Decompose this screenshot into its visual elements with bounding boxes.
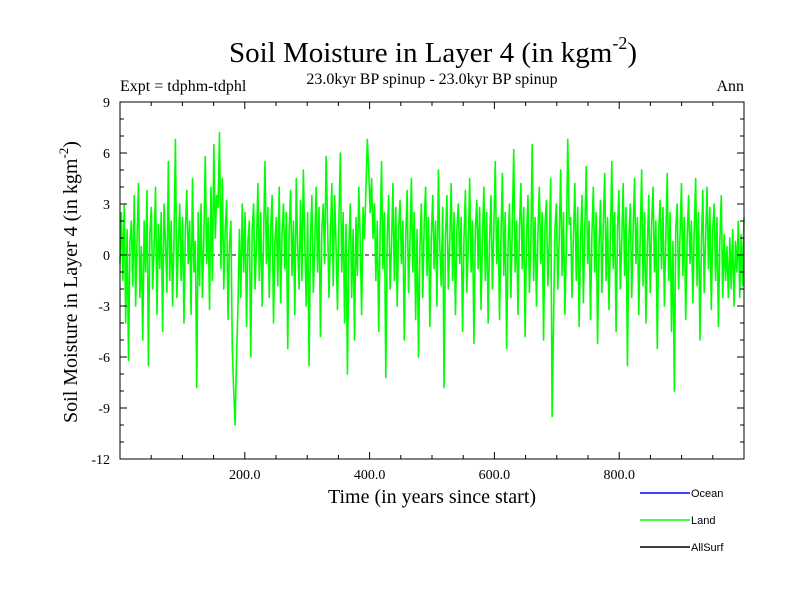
subtitle-right: Ann bbox=[716, 78, 744, 95]
y-tick-label: -6 bbox=[98, 351, 110, 366]
subtitle-left: Expt = tdphm-tdphl bbox=[120, 78, 247, 95]
chart-title: Soil Moisture in Layer 4 (in kgm-2) bbox=[229, 33, 637, 69]
y-axis-label-close: ) bbox=[60, 141, 82, 148]
x-tick-label: 400.0 bbox=[354, 468, 386, 483]
x-tick-label: 200.0 bbox=[229, 468, 261, 483]
y-tick-label: 3 bbox=[103, 198, 110, 213]
y-tick-label: 0 bbox=[103, 249, 110, 264]
y-axis-label: Soil Moisture in Layer 4 (in kgm-2) bbox=[56, 141, 82, 423]
legend: Ocean Land AllSurf bbox=[640, 488, 724, 554]
y-tick-labels: 9 6 3 0 -3 -6 -9 -12 bbox=[91, 96, 110, 468]
title-text: Soil Moisture in Layer 4 (in kgm bbox=[229, 37, 613, 69]
title-close: ) bbox=[627, 37, 637, 69]
y-tick-label: 9 bbox=[103, 96, 110, 111]
y-tick-label: -9 bbox=[98, 402, 110, 417]
series-line-land bbox=[119, 131, 745, 426]
legend-label: Land bbox=[691, 515, 715, 527]
axis-ticks bbox=[120, 101, 744, 460]
x-tick-label: 600.0 bbox=[479, 468, 511, 483]
y-tick-label: -3 bbox=[98, 300, 110, 315]
legend-label: Ocean bbox=[691, 488, 723, 500]
title-superscript: -2 bbox=[612, 33, 627, 53]
subtitle-center: 23.0kyr BP spinup - 23.0kyr BP spinup bbox=[306, 71, 557, 88]
plot-frame bbox=[119, 101, 745, 460]
y-tick-label: 6 bbox=[103, 147, 110, 162]
x-tick-label: 800.0 bbox=[603, 468, 635, 483]
legend-label: AllSurf bbox=[691, 542, 724, 554]
y-axis-label-text: Soil Moisture in Layer 4 (in kgm bbox=[60, 158, 82, 423]
y-tick-label: -12 bbox=[91, 453, 110, 468]
y-axis-label-superscript: -2 bbox=[56, 148, 71, 159]
plot-area bbox=[119, 101, 745, 460]
x-tick-labels: 200.0 400.0 600.0 800.0 bbox=[229, 468, 635, 483]
x-axis-label: Time (in years since start) bbox=[328, 486, 536, 508]
